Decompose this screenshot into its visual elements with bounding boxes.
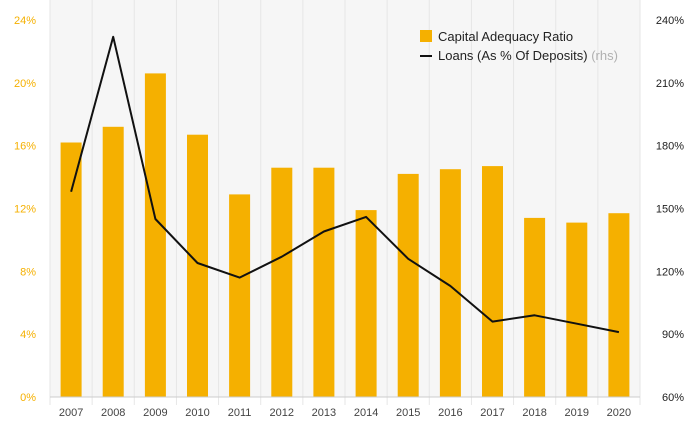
x-tick-label: 2011 [228,407,252,419]
bar-2009 [144,73,166,398]
x-tick-label: 2012 [270,407,294,419]
left-tick-label: 12% [14,204,36,216]
left-tick-label: 8% [20,266,36,278]
bar-2018 [524,217,546,397]
x-tick-label: 2010 [185,407,209,419]
x-axis-ticks: 2007 2008 2009 2010 2011 2012 2013 2014 2015 2016… [59,407,631,419]
left-tick-label: 4% [20,329,36,341]
bar-2012 [271,167,293,397]
legend-label-capital-adequacy: Capital Adequacy Ratio [438,29,573,44]
legend-label-loans-name: Loans (As % Of Deposits) [438,48,588,63]
right-tick-label: 150% [656,204,684,216]
legend: Capital Adequacy Ratio Loans (As % Of De… [420,29,618,63]
right-axis-ticks: 60% 90% 120% 150% 180% 210% 240% [656,15,684,404]
x-tick-label: 2014 [354,407,378,419]
x-tick-label: 2015 [396,407,420,419]
bar-series-capital-adequacy [60,73,630,398]
left-tick-label: 0% [20,392,36,404]
legend-label-loans-rhs: (rhs) [591,48,618,63]
right-tick-label: 210% [656,78,684,90]
bar-2007 [60,142,82,397]
bar-2010 [187,134,208,397]
right-tick-label: 90% [662,329,684,341]
loans-line [70,35,620,334]
x-tick-label: 2008 [101,407,125,419]
left-tick-label: 16% [14,141,36,153]
bar-2008 [102,126,124,398]
bar-2020 [608,213,630,397]
x-tick-label: 2019 [565,407,589,419]
bar-2014 [355,210,377,397]
bar-2019 [566,222,588,397]
left-axis-ticks: 0% 4% 8% 12% 16% 20% 24% [14,15,36,404]
legend-label-loans: Loans (As % Of Deposits) (rhs) [438,48,618,63]
right-tick-label: 60% [662,392,684,404]
right-tick-label: 180% [656,141,684,153]
x-tick-label: 2007 [59,407,83,419]
right-tick-label: 120% [656,266,684,278]
x-tick-label: 2013 [312,407,336,419]
x-tick-label: 2020 [607,407,631,419]
bar-2013 [313,167,335,397]
left-tick-label: 24% [14,15,36,27]
x-tick-label: 2017 [480,407,504,419]
bar-2011 [229,194,251,397]
left-tick-label: 20% [14,78,36,90]
grid-lines [49,0,641,405]
legend-swatch-capital-adequacy [420,30,432,42]
bar-2017 [482,166,503,397]
bar-2016 [439,169,461,397]
line-series-loans [70,35,620,334]
x-tick-label: 2009 [143,407,167,419]
right-tick-label: 240% [656,15,684,27]
x-tick-label: 2016 [438,407,462,419]
x-tick-label: 2018 [522,407,546,419]
bar-2015 [397,173,419,397]
